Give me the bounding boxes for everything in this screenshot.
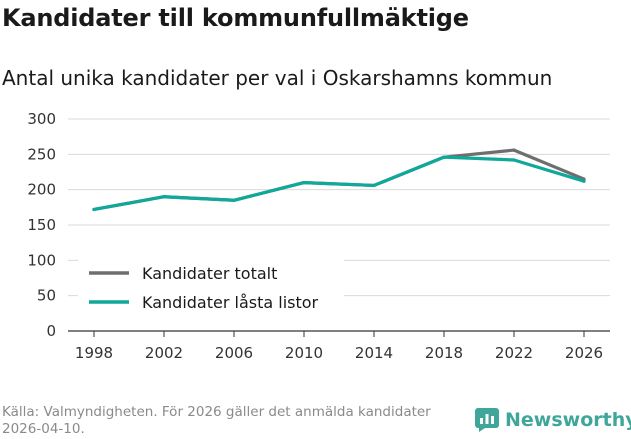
data-point	[372, 183, 376, 188]
chart-subtitle: Antal unika kandidater per val i Oskarsh…	[2, 66, 553, 90]
source-note: Källa: Valmyndigheten. För 2026 gäller d…	[2, 404, 431, 437]
x-tick-label: 2018	[425, 344, 463, 362]
x-tick-label: 2006	[215, 344, 253, 362]
y-tick-label: 0	[46, 322, 56, 340]
data-point	[302, 181, 306, 185]
data-point	[442, 155, 446, 159]
chart-title: Kandidater till kommunfullmäktige	[2, 4, 469, 32]
x-tick-label: 2002	[145, 344, 183, 362]
line-chart: 0 50 100 150 200 250 300 1998 2002 2006 2010 2014 2…	[27, 110, 610, 362]
y-tick-label: 200	[27, 181, 56, 199]
series-line-1	[92, 155, 586, 212]
data-point	[92, 207, 96, 212]
data-point	[232, 198, 236, 202]
data-point	[512, 148, 516, 152]
data-point	[162, 195, 166, 199]
y-tick-label: 50	[37, 287, 56, 305]
x-tick-label: 2026	[565, 344, 603, 362]
newsworthy-logo-icon	[475, 408, 499, 432]
y-tick-label: 250	[27, 145, 56, 163]
brand: Newsworthy	[475, 408, 631, 432]
data-point	[512, 158, 516, 162]
y-axis-ticks: 0 50 100 150 200 250 300	[27, 110, 56, 340]
y-tick-label: 300	[27, 110, 56, 128]
x-tick-label: 2010	[285, 344, 323, 362]
x-tick-label: 2014	[355, 344, 393, 362]
x-tick-label: 2022	[495, 344, 533, 362]
series-lines	[92, 148, 586, 212]
legend-label: Kandidater låsta listor	[142, 293, 319, 312]
y-tick-label: 100	[27, 251, 56, 269]
legend-label: Kandidater totalt	[142, 264, 277, 283]
y-tick-label: 150	[27, 216, 56, 234]
legend-background	[78, 258, 344, 318]
data-point	[582, 179, 586, 183]
x-tick-label: 1998	[75, 344, 113, 362]
x-axis: 1998 2002 2006 2010 2014 2018 2022 2026	[68, 330, 610, 362]
legend: Kandidater totalt Kandidater låsta listor	[78, 258, 344, 318]
brand-name: Newsworthy	[505, 409, 631, 431]
